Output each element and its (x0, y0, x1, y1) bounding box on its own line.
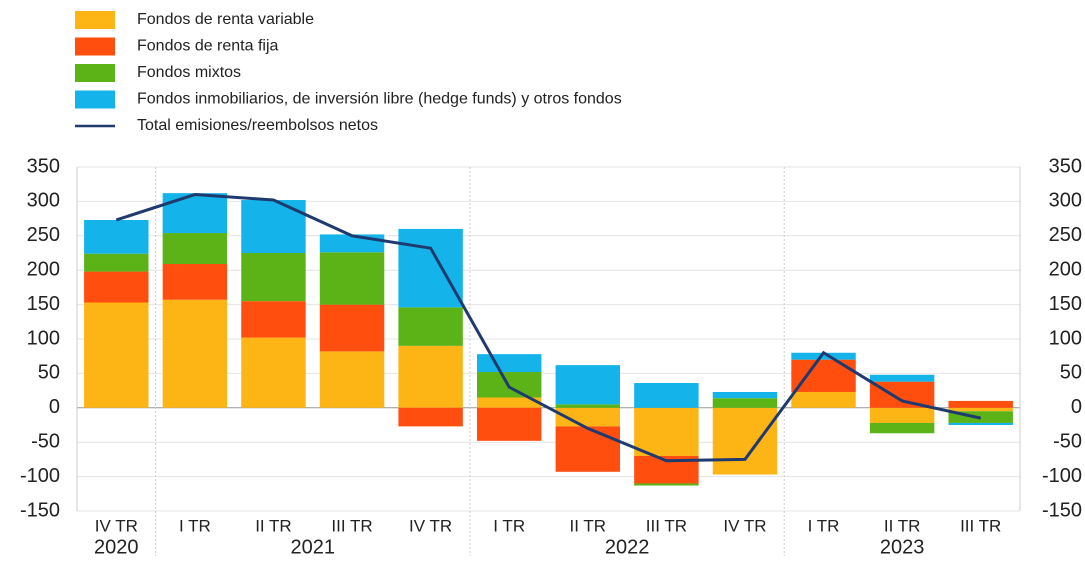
bar-segment (84, 302, 149, 408)
x-tick-label: II TR (570, 516, 607, 535)
year-label: 2023 (880, 536, 925, 558)
bar-segment (162, 299, 228, 408)
y2-tick-label: 200 (1049, 258, 1082, 280)
legend-label: Fondos inmobiliarios, de inversión libre… (137, 91, 622, 108)
bar-segment (84, 271, 149, 303)
bar-segment (555, 426, 621, 472)
x-tick-label: IV TR (409, 516, 452, 535)
y2-tick-label: 0 (1071, 396, 1082, 418)
bar-segment (948, 422, 1013, 425)
bar-segment (634, 383, 699, 408)
y-tick-label: 300 (27, 190, 60, 212)
bar-segment (555, 404, 621, 408)
bar-segment (712, 407, 778, 475)
y-tick-label: 150 (27, 293, 60, 315)
bar-segment (712, 398, 778, 408)
y-tick-label: 250 (27, 224, 60, 246)
x-tick-label: I TR (808, 516, 840, 535)
bar-segment (634, 407, 699, 456)
bar-segment (398, 345, 463, 408)
bar-segment (162, 193, 228, 234)
bar-segment (162, 233, 228, 265)
bar-segment (476, 407, 542, 441)
bar-segment (948, 407, 1013, 412)
bar-segment (634, 483, 699, 486)
y2-tick-label: 350 (1049, 155, 1082, 177)
legend-swatch (75, 11, 115, 29)
x-tick-label: III TR (331, 516, 372, 535)
bar-segment (555, 407, 621, 427)
x-tick-label: II TR (255, 516, 292, 535)
bar-segment (319, 351, 385, 408)
bar-segment (398, 228, 463, 308)
legend-swatch (75, 37, 115, 56)
year-label: 2021 (291, 536, 336, 558)
bar-segment (791, 352, 856, 360)
bar-segment (791, 391, 856, 408)
bar-segment (241, 200, 306, 253)
bar-segment (398, 307, 463, 346)
x-tick-label: III TR (646, 516, 687, 535)
legend-label: Total emisiones/reembolsos netos (137, 117, 378, 134)
bar-segment (555, 365, 621, 405)
legend-swatch (75, 64, 115, 82)
y2-tick-label: -50 (1053, 430, 1082, 452)
bar-segment (476, 397, 542, 408)
y-tick-label: -50 (31, 430, 60, 452)
bar-segment (319, 252, 385, 305)
y-tick-label: -100 (20, 465, 60, 487)
bar-segment (869, 422, 935, 434)
bar-segment (162, 264, 228, 300)
y-tick-label: 100 (27, 327, 60, 349)
y2-tick-label: 250 (1049, 224, 1082, 246)
bar-segment (869, 407, 935, 423)
bar-segment (241, 301, 306, 338)
y2-tick-label: 50 (1060, 362, 1082, 384)
bar-segment (84, 219, 149, 254)
bar-segment (791, 359, 856, 392)
bar-segment (948, 400, 1013, 408)
x-tick-label: II TR (884, 516, 921, 535)
x-tick-label: I TR (493, 516, 525, 535)
y-tick-label: 0 (49, 396, 60, 418)
y2-tick-label: 100 (1049, 327, 1082, 349)
bar-segment (869, 374, 935, 382)
bar-segment (319, 304, 385, 352)
x-tick-label: III TR (960, 516, 1001, 535)
y-tick-label: 200 (27, 258, 60, 280)
y-tick-label: 50 (38, 362, 60, 384)
y2-tick-label: 150 (1049, 293, 1082, 315)
y2-tick-label: -100 (1042, 465, 1082, 487)
bar-segment (476, 354, 542, 373)
y2-tick-label: 300 (1049, 190, 1082, 212)
y-tick-label: 350 (27, 155, 60, 177)
bar-segment (241, 253, 306, 302)
y2-tick-label: -150 (1042, 499, 1082, 521)
total-line (115, 193, 982, 463)
bar-segment (241, 337, 306, 408)
bar-segment (84, 253, 149, 272)
legend-label: Fondos de renta fija (137, 38, 279, 55)
legend-swatch (75, 90, 115, 109)
year-label: 2020 (94, 536, 139, 558)
y-tick-label: -150 (20, 499, 60, 521)
x-tick-label: IV TR (723, 516, 766, 535)
year-label: 2022 (605, 536, 650, 558)
bar-segment (712, 391, 778, 399)
x-tick-label: IV TR (95, 516, 138, 535)
legend-label: Fondos mixtos (137, 64, 241, 81)
x-tick-label: I TR (179, 516, 211, 535)
legend-label: Fondos de renta variable (137, 11, 314, 28)
bar-segment (398, 407, 463, 427)
